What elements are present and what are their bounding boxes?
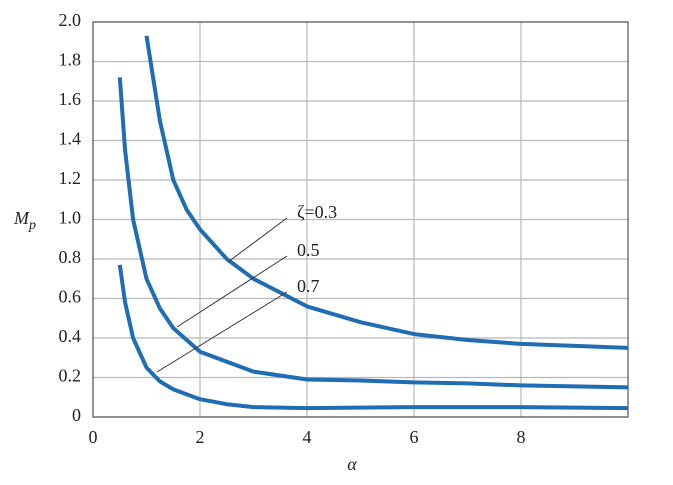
y-tick-label: 1.4 (59, 129, 82, 149)
y-tick-label: 1.6 (59, 89, 82, 109)
y-tick-label: 1.0 (59, 208, 82, 228)
y-axis-label-main: M (13, 208, 30, 228)
series-label: 0.5 (297, 240, 320, 260)
plot-frame (92, 21, 629, 418)
leader-line (176, 255, 288, 328)
series-label: 0.7 (297, 276, 320, 296)
y-tick-label: 1.2 (59, 168, 82, 188)
x-tick-label: 6 (410, 427, 419, 447)
y-tick-label: 0.6 (59, 287, 82, 307)
line-series (117, 264, 629, 411)
y-tick-label: 2.0 (59, 10, 82, 30)
y-axis-label-sub: p (28, 218, 36, 233)
y-axis-label: Mp (13, 208, 36, 233)
series-label: ζ=0.3 (297, 202, 337, 222)
x-axis-label: α (347, 454, 357, 474)
line-series (117, 77, 629, 390)
leader-line (156, 291, 288, 373)
y-tick-label: 0 (72, 405, 81, 425)
x-tick-label: 8 (517, 427, 526, 447)
x-tick-label: 2 (196, 427, 205, 447)
y-tick-label: 0.8 (59, 247, 82, 267)
line-series (144, 35, 629, 350)
y-tick-label: 0.2 (59, 366, 82, 386)
y-tick-label: 1.8 (59, 50, 82, 70)
x-tick-label: 4 (303, 427, 312, 447)
y-tick-label: 0.4 (59, 326, 82, 346)
leader-line (227, 217, 288, 263)
x-tick-label: 0 (89, 427, 98, 447)
